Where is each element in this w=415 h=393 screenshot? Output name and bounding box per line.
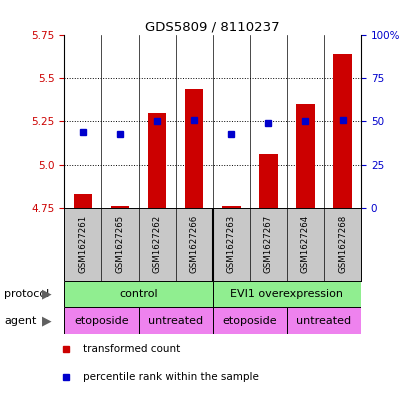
Bar xyxy=(73,194,92,208)
Text: GSM1627267: GSM1627267 xyxy=(264,215,273,274)
Bar xyxy=(296,104,315,208)
Text: percentile rank within the sample: percentile rank within the sample xyxy=(83,372,259,382)
Bar xyxy=(64,307,139,334)
Bar xyxy=(185,88,203,208)
Text: etoposide: etoposide xyxy=(74,316,129,326)
Bar xyxy=(148,113,166,208)
Bar xyxy=(139,307,213,334)
Text: protocol: protocol xyxy=(4,289,49,299)
Text: GSM1627268: GSM1627268 xyxy=(338,215,347,274)
Text: EVI1 overexpression: EVI1 overexpression xyxy=(230,289,343,299)
Text: transformed count: transformed count xyxy=(83,344,180,354)
Text: GSM1627263: GSM1627263 xyxy=(227,215,236,274)
Text: etoposide: etoposide xyxy=(222,316,277,326)
Text: GSM1627264: GSM1627264 xyxy=(301,215,310,274)
Text: GSM1627261: GSM1627261 xyxy=(78,215,88,274)
Text: control: control xyxy=(119,289,158,299)
Text: untreated: untreated xyxy=(296,316,352,326)
Text: GSM1627265: GSM1627265 xyxy=(115,215,124,274)
Text: GSM1627262: GSM1627262 xyxy=(153,215,161,274)
Bar xyxy=(213,307,287,334)
Title: GDS5809 / 8110237: GDS5809 / 8110237 xyxy=(145,21,280,34)
Bar xyxy=(111,206,129,208)
Text: untreated: untreated xyxy=(148,316,203,326)
Bar xyxy=(64,281,213,307)
Text: ▶: ▶ xyxy=(42,314,51,327)
Text: GSM1627266: GSM1627266 xyxy=(190,215,199,274)
Text: agent: agent xyxy=(4,316,37,326)
Bar xyxy=(213,281,361,307)
Text: ▶: ▶ xyxy=(42,287,51,301)
Bar xyxy=(333,54,352,208)
Bar xyxy=(222,206,241,208)
Bar xyxy=(259,154,278,208)
Bar xyxy=(287,307,361,334)
